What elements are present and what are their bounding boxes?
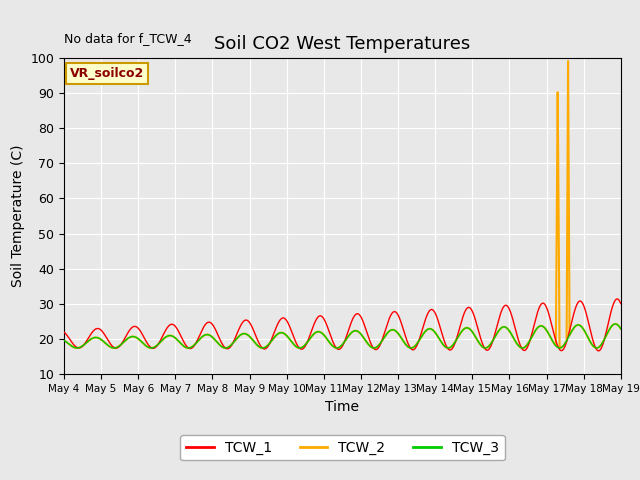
TCW_2 [564,58,572,64]
TCW_1 [274,322,282,327]
X-axis label: Time: Time [325,400,360,414]
Title: Soil CO2 West Temperatures: Soil CO2 West Temperatures [214,35,470,53]
TCW_2 [60,337,68,343]
TCW_1 [298,346,305,352]
TCW_1 [617,301,625,307]
TCW_3 [124,336,132,341]
TCW_1 [546,315,554,321]
Text: No data for f_TCW_4: No data for f_TCW_4 [64,32,191,45]
TCW_1 [60,329,68,335]
TCW_3 [611,321,619,327]
TCW_1 [613,296,621,302]
TCW_1 [157,337,164,343]
TCW_2 [546,334,554,339]
TCW_2 [298,345,306,350]
TCW_3 [60,337,68,343]
TCW_3 [606,325,614,331]
TCW_2 [124,336,132,341]
Line: TCW_1: TCW_1 [64,299,621,351]
Legend: TCW_1, TCW_2, TCW_3: TCW_1, TCW_2, TCW_3 [180,435,504,460]
TCW_2 [606,325,614,331]
TCW_1 [606,313,614,319]
Y-axis label: Soil Temperature (C): Soil Temperature (C) [11,145,25,287]
TCW_3 [274,331,282,337]
TCW_3 [617,326,625,332]
TCW_3 [298,345,306,350]
TCW_1 [595,348,602,354]
TCW_3 [73,345,81,351]
TCW_3 [157,339,164,345]
Line: TCW_3: TCW_3 [64,324,621,348]
Text: VR_soilco2: VR_soilco2 [70,67,144,80]
TCW_2 [274,331,282,337]
TCW_3 [546,334,554,339]
TCW_2 [617,326,625,332]
Line: TCW_2: TCW_2 [64,61,621,348]
TCW_1 [124,331,131,336]
TCW_2 [157,339,164,345]
TCW_2 [73,345,81,351]
